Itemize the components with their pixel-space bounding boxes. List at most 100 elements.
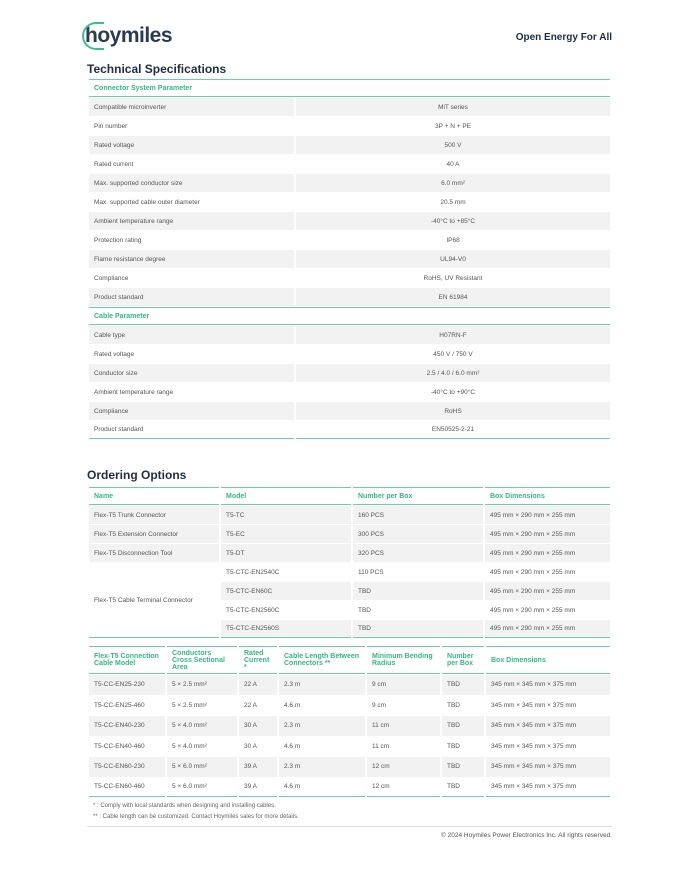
spec-label: Rated voltage — [89, 136, 294, 154]
spec-value: EN50525-2-21 — [296, 421, 610, 439]
table-row: T5-CC-EN60-460 5 × 6.0 mm² 39 A 4.6 m 12 cm T… — [89, 778, 610, 797]
spec-value: 6.0 mm² — [296, 174, 610, 192]
section-header: Cable Parameter — [89, 307, 610, 325]
table-cell: Flex-T5 Disconnection Tool — [89, 544, 219, 562]
header-row: Flex-T5 Connection Cable Model Conductors… — [89, 646, 610, 674]
table-cell: T5-CC-EN40-460 — [94, 742, 145, 750]
table-cell: T5-CC-EN60-230 — [89, 757, 165, 777]
tech-spec-title: Technical Specifications — [87, 62, 227, 76]
spec-row: Protection rating IP68 — [89, 231, 610, 249]
table-cell: T5-EC — [221, 525, 351, 543]
spec-label: Rated current — [94, 160, 134, 168]
spec-row: Compliance RoHS, UV Resistant — [89, 269, 610, 287]
table-cell: 345 mm × 345 mm × 375 mm — [486, 778, 610, 797]
column-header: Box Dimensions — [485, 487, 610, 505]
spec-value: IP68 — [446, 236, 460, 244]
spec-value: H07RN-F — [296, 326, 610, 344]
spec-value: 2.5 / 4.0 / 6.0 mm² — [296, 364, 610, 382]
table-cell: 5 × 6.0 mm² — [167, 757, 237, 777]
spec-value: RoHS, UV Resistant — [423, 274, 483, 282]
column-header: Flex-T5 Connection Cable Model — [89, 646, 165, 674]
column-header: Model — [221, 487, 351, 505]
tech-spec-table: Connector System Parameter Compatible mic… — [87, 78, 612, 440]
table-cell: 2.3 m — [279, 675, 365, 695]
table-cell: 12 cm — [367, 778, 440, 797]
table-cell: 110 PCS — [358, 568, 384, 576]
table-cell: T5-TC — [221, 506, 351, 524]
table-cell: 345 mm × 345 mm × 375 mm — [486, 757, 610, 777]
ordering-table: Name Model Number per Box Box Dimensions Fle… — [87, 486, 612, 639]
spec-label: Protection rating — [94, 236, 142, 244]
table-cell: Flex-T5 Trunk Connector — [89, 506, 219, 524]
table-cell: 4.6 m — [284, 701, 301, 709]
table-cell: T5-CC-EN60-460 — [89, 778, 165, 797]
table-row: Flex-T5 Extension Connector T5-EC 300 PCS 4… — [89, 525, 610, 543]
table-cell: TBD — [353, 582, 483, 600]
spec-value: 20.5 mm — [440, 198, 466, 206]
spec-row: Flame resistance degree UL94-V0 — [89, 250, 610, 268]
table-cell: TBD — [358, 606, 371, 614]
table-cell: 5 × 4.0 mm² — [172, 742, 207, 750]
cable-model-table: Flex-T5 Connection Cable Model Conductors… — [87, 645, 612, 798]
table-cell: 495 mm × 290 mm × 255 mm — [485, 506, 610, 524]
table-row: T5-CC-EN60-230 5 × 6.0 mm² 39 A 2.3 m 12 cm T… — [89, 757, 610, 777]
spec-label: Conductor size — [89, 364, 294, 382]
spec-label: Compatible microinverter — [89, 98, 294, 116]
table-cell: Flex-T5 Cable Terminal Connector — [89, 563, 219, 638]
table-row: T5-CC-EN25-460 5 × 2.5 mm² 22 A 4.6 m 9 cm TB… — [89, 696, 610, 716]
spec-label: Flame resistance degree — [89, 250, 294, 268]
spec-row: Product standard EN 61984 — [89, 288, 610, 306]
spec-value: -40°C to +85°C — [296, 212, 610, 230]
table-cell: 9 cm — [367, 675, 440, 695]
table-cell: 4.6 m — [279, 778, 365, 797]
table-cell: 320 PCS — [353, 544, 483, 562]
spec-value: UL94-V0 — [296, 250, 610, 268]
divider — [87, 826, 612, 827]
spec-row: Compatible microinverter MiT series — [89, 98, 610, 116]
spec-value: 500 V — [296, 136, 610, 154]
spec-label: Compliance — [89, 402, 294, 420]
spec-row: Max. supported cable outer diameter 20.5 … — [89, 193, 610, 211]
table-cell: 30 A — [244, 742, 258, 750]
table-row: Flex-T5 Disconnection Tool T5-DT 320 PCS 49… — [89, 544, 610, 562]
table-row: T5-CTC-EN2560S TBD 495 mm × 290 mm × 255 m… — [89, 620, 610, 638]
table-cell: T5-CTC-EN2540C — [226, 568, 280, 576]
table-row: T5-CC-EN40-230 5 × 4.0 mm² 30 A 2.3 m 11 cm T… — [89, 716, 610, 736]
table-cell: 495 mm × 290 mm × 255 mm — [485, 620, 610, 638]
table-cell: 300 PCS — [353, 525, 483, 543]
table-cell: 2.3 m — [279, 716, 365, 736]
table-cell: 12 cm — [367, 757, 440, 777]
copyright: © 2024 Hoymiles Power Electronics Inc. A… — [441, 832, 612, 839]
spec-label: Max. supported conductor size — [89, 174, 294, 192]
table-row: Flex-T5 Trunk Connector T5-TC 160 PCS 495 m… — [89, 506, 610, 524]
column-header: Minimum Bending Radius — [367, 646, 440, 674]
table-cell: T5-CC-EN40-230 — [89, 716, 165, 736]
spec-value: 450 V / 750 V — [433, 350, 473, 358]
spec-value: -40°C to +90°C — [430, 388, 476, 396]
table-cell: 345 mm × 345 mm × 375 mm — [486, 675, 610, 695]
table-cell: 5 × 2.5 mm² — [167, 675, 237, 695]
spec-row: Cable type H07RN-F — [89, 326, 610, 344]
table-cell: 9 cm — [372, 701, 387, 709]
spec-label: Cable type — [89, 326, 294, 344]
table-cell: 495 mm × 290 mm × 255 mm — [490, 568, 576, 576]
table-cell: 11 cm — [367, 716, 440, 736]
column-header: Rated Current * — [239, 646, 277, 674]
table-cell: 345 mm × 345 mm × 375 mm — [486, 716, 610, 736]
spec-label: Ambient temperature range — [94, 388, 174, 396]
column-header: Cable Length Between Connectors ** — [279, 646, 365, 674]
table-cell: 160 PCS — [353, 506, 483, 524]
spec-value: 3P + N + PE — [434, 122, 471, 130]
footnote-1: * : Comply with local standards when des… — [93, 803, 276, 809]
header-row: Name Model Number per Box Box Dimensions — [89, 487, 610, 505]
table-cell: 345 mm × 345 mm × 375 mm — [491, 701, 577, 709]
table-cell: TBD — [447, 701, 460, 709]
table-cell: 495 mm × 290 mm × 255 mm — [485, 582, 610, 600]
table-cell: 2.3 m — [279, 757, 365, 777]
table-cell: 39 A — [239, 778, 277, 797]
spec-label: Pin number — [94, 122, 128, 130]
table-row: T5-CTC-EN2560C TBD 495 mm × 290 mm × 255 m… — [89, 601, 610, 619]
spec-label: Rated voltage — [94, 350, 135, 358]
spec-label: Product standard — [89, 421, 294, 439]
table-cell: Flex-T5 Extension Connector — [89, 525, 219, 543]
